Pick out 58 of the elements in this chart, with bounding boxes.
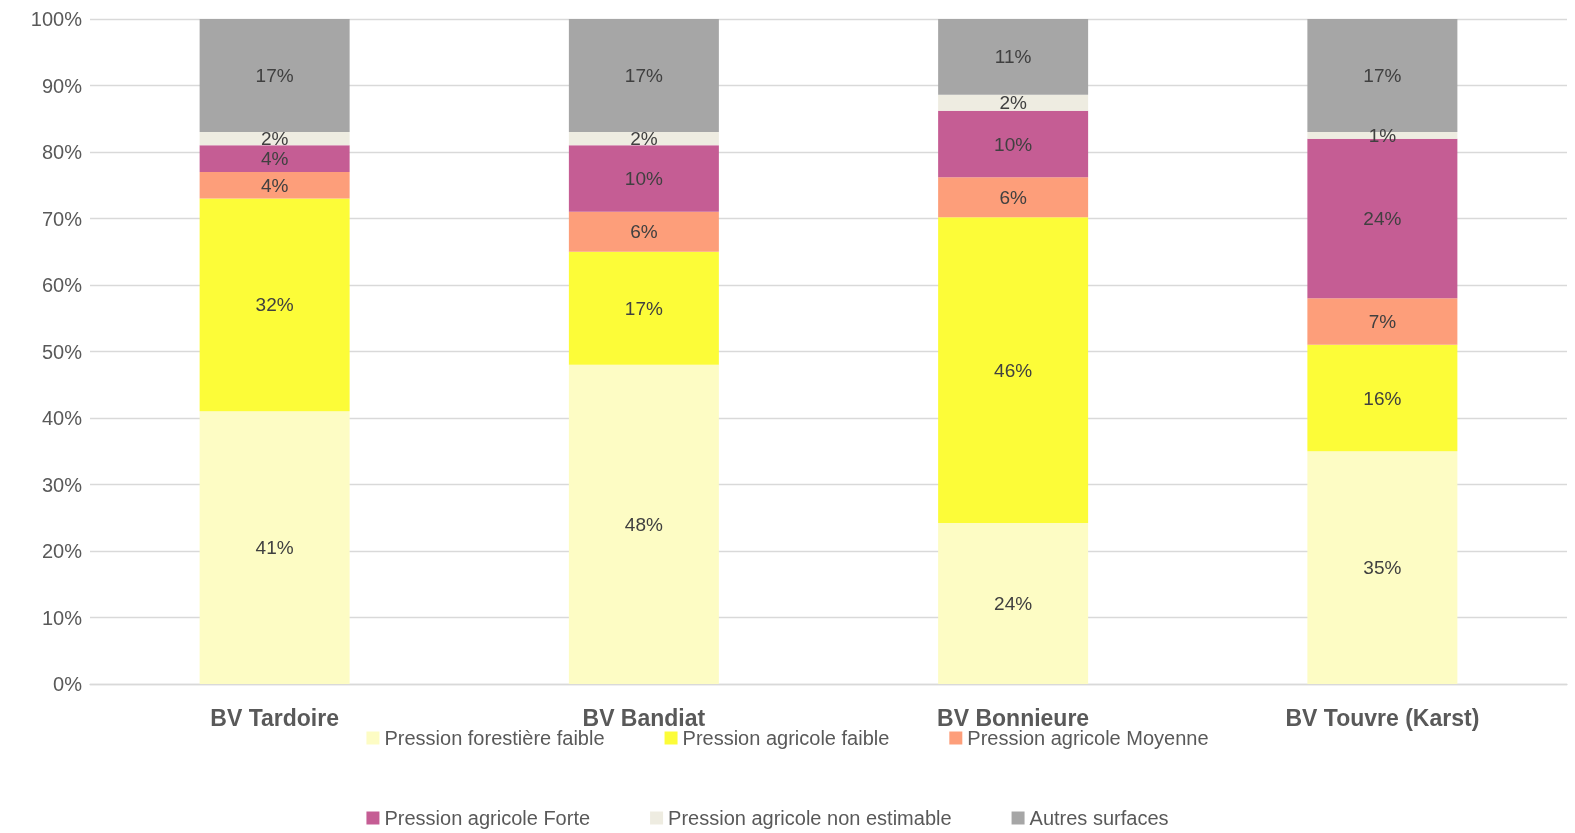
bar — [938, 94, 1089, 111]
y-tick-label: 30% — [41, 473, 83, 496]
y-tick-label: 60% — [41, 274, 83, 296]
data-label: 32% — [255, 294, 294, 316]
y-tick-label: 40% — [41, 407, 83, 429]
legend-label: Autres surfaces — [1029, 807, 1169, 829]
bar — [1307, 344, 1458, 452]
data-label: 17% — [255, 65, 294, 87]
data-label: 10% — [624, 168, 663, 190]
data-label: 11% — [994, 46, 1032, 68]
bar — [938, 217, 1089, 524]
bar — [568, 251, 719, 365]
data-label: 2% — [630, 128, 658, 150]
data-label: 46% — [994, 359, 1033, 381]
bar — [1307, 298, 1458, 345]
y-tick-label: 20% — [41, 540, 83, 562]
bar — [938, 177, 1089, 218]
y-tick-label: 0% — [53, 673, 83, 695]
bar — [199, 19, 350, 133]
bar — [938, 19, 1089, 95]
data-label: 10% — [994, 133, 1033, 155]
y-tick-label: 70% — [41, 207, 83, 230]
data-label: 6% — [630, 221, 658, 243]
bar — [199, 411, 350, 684]
y-tick-label: 10% — [41, 606, 83, 629]
bar — [938, 110, 1089, 178]
data-label: 48% — [624, 513, 663, 535]
data-label: 7% — [1368, 311, 1397, 333]
bar — [938, 523, 1089, 684]
data-label: 2% — [999, 92, 1027, 114]
data-label: 4% — [260, 174, 289, 196]
data-label: 35% — [1363, 557, 1402, 579]
y-tick-label: 100% — [30, 8, 83, 30]
y-tick-label: 50% — [41, 340, 83, 363]
data-label: 2% — [260, 128, 289, 150]
legend-label: Pression agricole non estimable — [668, 807, 952, 829]
bar — [199, 171, 350, 199]
data-label: 24% — [994, 593, 1033, 615]
x-tick-label: BV Touvre (Karst) — [1285, 704, 1480, 731]
data-label: 24% — [1363, 208, 1402, 229]
bar — [568, 145, 719, 212]
data-label: 16% — [1363, 387, 1402, 409]
data-label: 17% — [1363, 65, 1402, 87]
y-tick-label: 80% — [41, 141, 83, 163]
bar — [199, 145, 350, 172]
bar — [568, 211, 719, 252]
data-label: 17% — [624, 65, 663, 87]
legend-label: Pression agricole Forte — [384, 807, 591, 829]
bar — [568, 19, 719, 133]
x-tick-label: BV Tardoire — [210, 704, 339, 731]
bar — [199, 198, 350, 412]
data-label: 6% — [999, 186, 1027, 208]
bar — [568, 364, 719, 684]
y-tick-label: 90% — [41, 74, 83, 97]
data-label: 4% — [260, 148, 289, 170]
data-label: 17% — [624, 297, 663, 319]
bar — [1307, 451, 1458, 684]
data-label: 41% — [255, 537, 294, 559]
